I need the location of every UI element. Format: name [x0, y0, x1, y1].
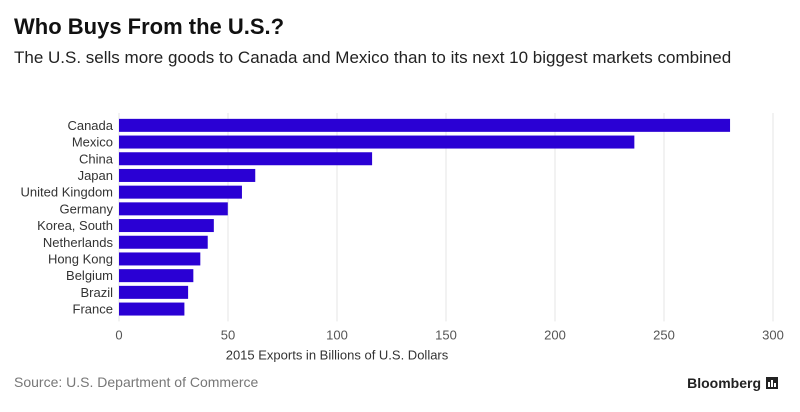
category-label: Canada: [67, 118, 113, 133]
category-label: Brazil: [80, 285, 113, 300]
x-tick-label: 50: [221, 327, 235, 342]
x-tick-label: 100: [326, 327, 348, 342]
bar: [119, 235, 208, 249]
category-label: Belgium: [66, 268, 113, 283]
category-label: France: [73, 302, 113, 317]
chart-title: Who Buys From the U.S.?: [14, 14, 285, 39]
bar: [119, 135, 635, 149]
category-label: China: [79, 151, 114, 166]
x-tick-label: 0: [115, 327, 122, 342]
category-label: Japan: [78, 168, 113, 183]
bar: [119, 152, 373, 166]
bar: [119, 269, 194, 283]
x-tick-label: 200: [544, 327, 566, 342]
terminal-icon: [766, 377, 778, 389]
bar: [119, 302, 185, 316]
bar: [119, 185, 242, 199]
bar: [119, 118, 731, 132]
bar: [119, 168, 256, 182]
category-label: United Kingdom: [21, 185, 114, 200]
bar: [119, 202, 228, 216]
category-label: Germany: [60, 201, 114, 216]
x-tick-label: 300: [762, 327, 784, 342]
category-label: Mexico: [72, 135, 113, 150]
bar: [119, 219, 214, 233]
bar: [119, 252, 201, 266]
chart-subtitle: The U.S. sells more goods to Canada and …: [14, 48, 732, 67]
brand-name: Bloomberg: [687, 375, 761, 391]
category-label: Hong Kong: [48, 251, 113, 266]
x-axis-title: 2015 Exports in Billions of U.S. Dollars: [226, 347, 449, 362]
brand-logo: Bloomberg: [687, 375, 778, 391]
category-label: Netherlands: [43, 235, 114, 250]
bar: [119, 285, 189, 299]
x-tick-label: 150: [435, 327, 457, 342]
category-label: Korea, South: [37, 218, 113, 233]
source-note: Source: U.S. Department of Commerce: [14, 374, 259, 390]
x-tick-label: 250: [653, 327, 675, 342]
